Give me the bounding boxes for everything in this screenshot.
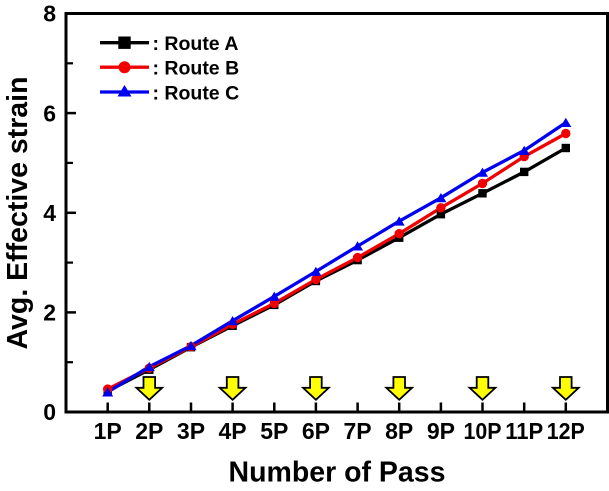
svg-text:5P: 5P [260,418,288,444]
svg-text:7P: 7P [344,418,372,444]
svg-text:1P: 1P [94,418,122,444]
svg-text:11P: 11P [505,418,543,444]
svg-text:8P: 8P [385,418,413,444]
svg-text:10P: 10P [464,418,502,444]
svg-text:: Route C: : Route C [153,83,240,105]
svg-text:12P: 12P [547,418,585,444]
svg-text:2: 2 [43,300,56,326]
svg-text:0: 0 [43,399,56,425]
svg-text:8: 8 [43,1,56,27]
svg-text:6P: 6P [302,418,330,444]
svg-text:4: 4 [43,200,56,226]
svg-text:6: 6 [43,100,56,126]
svg-text:3P: 3P [177,418,205,444]
svg-text:Number of Pass: Number of Pass [229,457,446,489]
svg-text:: Route B: : Route B [153,58,240,80]
svg-text:: Route A: : Route A [153,33,239,55]
svg-text:Avg. Effective strain: Avg. Effective strain [2,77,34,350]
svg-text:9P: 9P [427,418,455,444]
svg-text:2P: 2P [135,418,163,444]
svg-text:4P: 4P [219,418,247,444]
